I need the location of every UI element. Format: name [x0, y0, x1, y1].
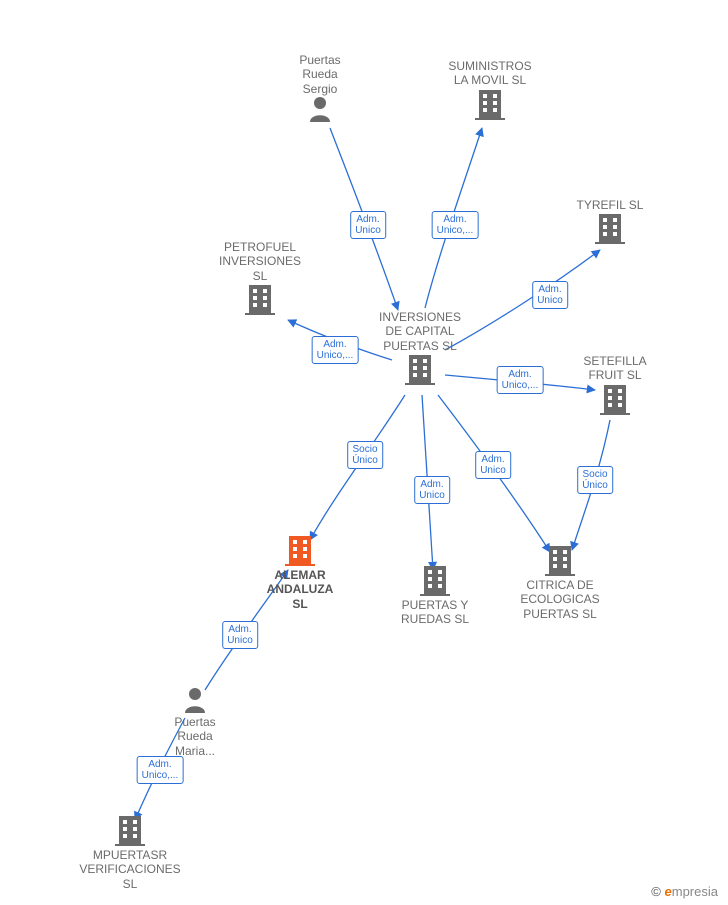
- node-setefilla[interactable]: SETEFILLA FRUIT SL: [560, 354, 670, 417]
- node-inversiones[interactable]: INVERSIONES DE CAPITAL PUERTAS SL: [365, 310, 475, 387]
- edge-label-inversiones-citrica: Adm. Unico: [475, 451, 511, 479]
- node-label: Puertas Rueda Maria...: [140, 715, 250, 758]
- node-alemar[interactable]: ALEMAR ANDALUZA SL: [245, 534, 355, 611]
- copyright-symbol: ©: [651, 884, 661, 899]
- edge-label-puertas_sergio-inversiones: Adm. Unico: [350, 211, 386, 239]
- node-suministros[interactable]: SUMINISTROS LA MOVIL SL: [435, 59, 545, 122]
- node-label: SETEFILLA FRUIT SL: [560, 354, 670, 383]
- footer-copyright: © empresia: [651, 884, 718, 899]
- node-label: ALEMAR ANDALUZA SL: [245, 568, 355, 611]
- diagram-canvas: { "canvas": { "width": 728, "height": 90…: [0, 0, 728, 905]
- brand-e: e: [665, 884, 672, 899]
- node-label: MPUERTASR VERIFICACIONES SL: [75, 848, 185, 891]
- node-label: Puertas Rueda Sergio: [265, 53, 375, 96]
- node-label: PUERTAS Y RUEDAS SL: [380, 598, 490, 627]
- edge-label-inversiones-suministros: Adm. Unico,...: [432, 211, 479, 239]
- node-puertas_maria[interactable]: Puertas Rueda Maria...: [140, 687, 250, 758]
- edge-label-inversiones-puertasyruedas: Adm. Unico: [414, 476, 450, 504]
- node-puertasyruedas[interactable]: PUERTAS Y RUEDAS SL: [380, 564, 490, 627]
- edge-label-puertas_maria-alemar: Adm. Unico: [222, 621, 258, 649]
- node-label: SUMINISTROS LA MOVIL SL: [435, 59, 545, 88]
- node-mpuertasr[interactable]: MPUERTASR VERIFICACIONES SL: [75, 814, 185, 891]
- node-label: PETROFUEL INVERSIONES SL: [205, 240, 315, 283]
- node-label: INVERSIONES DE CAPITAL PUERTAS SL: [365, 310, 475, 353]
- node-citrica[interactable]: CITRICA DE ECOLOGICAS PUERTAS SL: [505, 544, 615, 621]
- node-tyrefil[interactable]: TYREFIL SL: [555, 198, 665, 246]
- node-puertas_sergio[interactable]: Puertas Rueda Sergio: [265, 53, 375, 124]
- edge-label-inversiones-tyrefil: Adm. Unico: [532, 281, 568, 309]
- node-label: CITRICA DE ECOLOGICAS PUERTAS SL: [505, 578, 615, 621]
- node-petrofuel[interactable]: PETROFUEL INVERSIONES SL: [205, 240, 315, 317]
- edge-label-inversiones-setefilla: Adm. Unico,...: [497, 366, 544, 394]
- edge-label-setefilla-citrica: Socio Único: [577, 466, 613, 494]
- edge-label-puertas_maria-mpuertasr: Adm. Unico,...: [137, 756, 184, 784]
- brand-rest: mpresia: [672, 884, 718, 899]
- edge-label-inversiones-petrofuel: Adm. Unico,...: [312, 336, 359, 364]
- node-label: TYREFIL SL: [555, 198, 665, 212]
- edge-label-inversiones-alemar: Socio Único: [347, 441, 383, 469]
